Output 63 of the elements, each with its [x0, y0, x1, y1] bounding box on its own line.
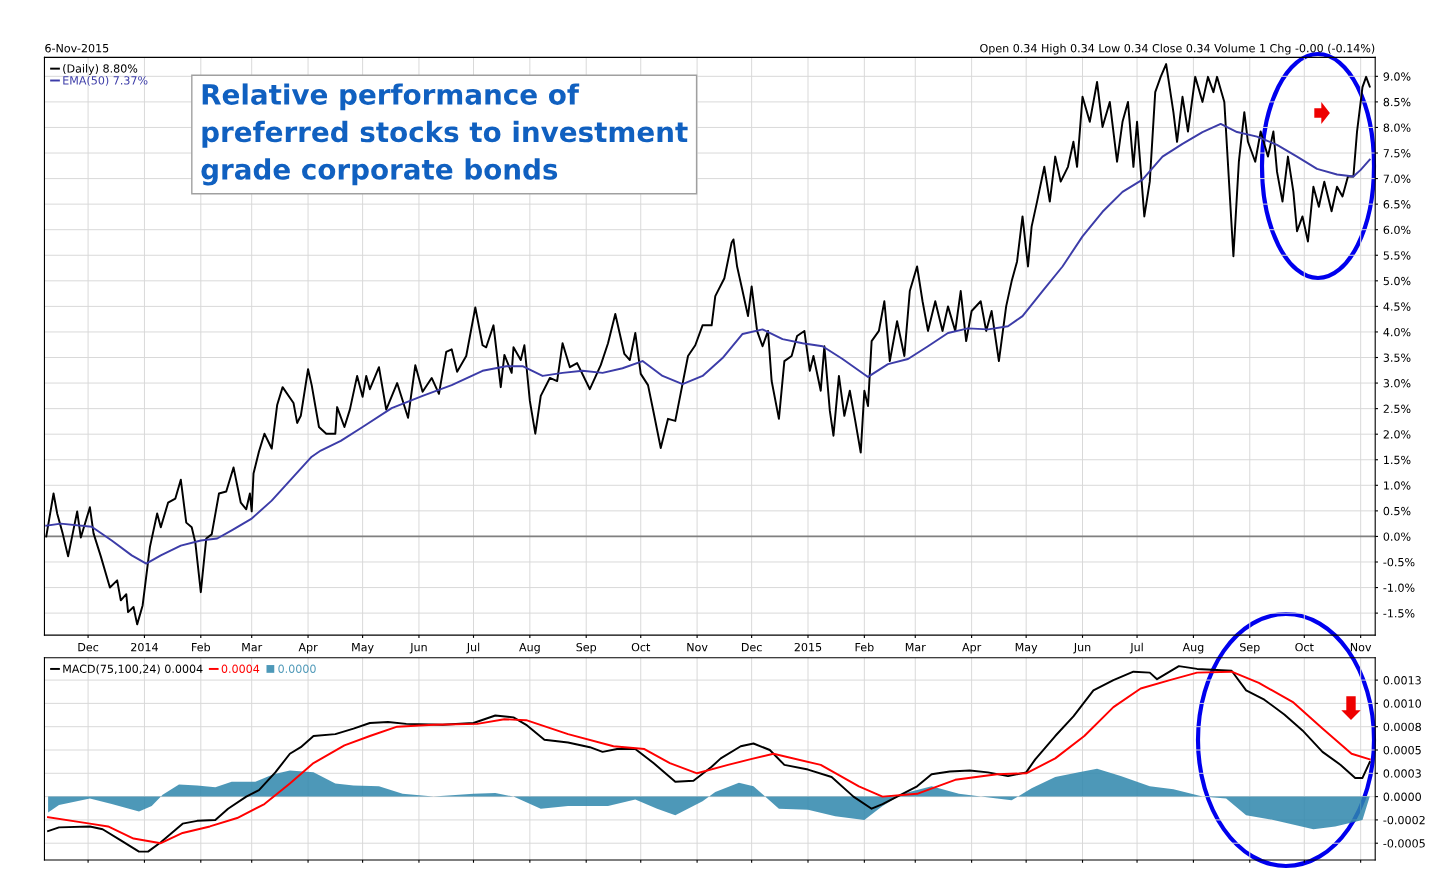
- x-tick-label: Nov: [687, 643, 708, 652]
- x-tick-label: Jun: [409, 643, 427, 654]
- x-tick-label: Aug: [519, 643, 540, 654]
- y-tick-label: 9.0%: [1383, 72, 1411, 81]
- y-tick-label: 0.0%: [1383, 532, 1411, 541]
- x-tick-label: Dec: [741, 643, 762, 652]
- y-tick-label: 0.0008: [1383, 722, 1421, 732]
- y-tick-label: 7.5%: [1383, 148, 1411, 158]
- y-tick-label: 4.0%: [1383, 327, 1411, 337]
- y-tick-label: 0.0005: [1383, 745, 1421, 755]
- y-tick-label: 3.0%: [1383, 379, 1411, 388]
- x-tick-label: Oct: [631, 642, 651, 652]
- x-tick-label: Mar: [905, 643, 926, 652]
- y-tick-label: 6.5%: [1383, 200, 1411, 209]
- legend-label: (Daily) 8.80%: [63, 64, 138, 75]
- x-tick-label: 2015: [794, 642, 822, 652]
- x-tick-label: Sep: [576, 642, 597, 654]
- annotation: Relative performance of preferred stocks to investment grade corporate bonds: [201, 83, 688, 186]
- x-tick-label: Nov: [1350, 643, 1372, 652]
- x-tick-label: Jun: [1073, 643, 1091, 654]
- line-series: [45, 122, 1371, 565]
- legend-label: MACD(75,100,24) 0.0004: [63, 664, 203, 675]
- x-tick-label: Oct: [1295, 642, 1314, 652]
- x-tick-label: Sep: [1240, 642, 1260, 654]
- y-tick-label: 2.0%: [1383, 430, 1411, 439]
- legend-label: 0.0004: [221, 664, 260, 673]
- x-tick-label: Apr: [298, 643, 318, 654]
- x-tick-label: Jul: [1129, 642, 1143, 654]
- x-tick-label: Dec: [78, 643, 99, 652]
- y-tick-label: 8.5%: [1383, 97, 1411, 107]
- y-tick-label: -1.5%: [1383, 609, 1415, 618]
- y-tick-label: 0.0010: [1383, 699, 1421, 708]
- y-tick-label: 3.5%: [1383, 353, 1411, 362]
- y-tick-label: -0.0002: [1383, 815, 1425, 825]
- y-tick-label: 7.0%: [1383, 174, 1411, 183]
- y-tick-label: 5.0%: [1383, 276, 1411, 286]
- x-tick-label: Aug: [1182, 643, 1204, 654]
- y-tick-label: 8.0%: [1383, 123, 1411, 132]
- y-tick-label: -0.0005: [1383, 839, 1425, 848]
- x-tick-label: 2014: [131, 642, 158, 652]
- x-tick-label: Jul: [466, 642, 480, 654]
- y-tick-label: 1.5%: [1384, 455, 1411, 465]
- y-tick-label: 0.0000: [1383, 792, 1421, 801]
- y-tick-label: 6.0%: [1383, 225, 1411, 235]
- x-tick-label: Apr: [962, 643, 982, 654]
- y-tick-label: 0.5%: [1383, 506, 1411, 516]
- chart-subtitle: 6-Nov-2015: [45, 43, 109, 53]
- legend-label: EMA(50) 7.37%: [63, 75, 148, 86]
- y-tick-label: 4.5%: [1383, 302, 1411, 311]
- y-tick-label: -0.5%: [1383, 557, 1415, 567]
- x-tick-label: May: [352, 643, 374, 654]
- y-tick-label: 0.0013: [1383, 676, 1421, 685]
- x-tick-label: Feb: [192, 642, 211, 652]
- x-tick-label: Mar: [242, 643, 263, 652]
- text: Open 0.34 High 0.34 Low 0.34 Close 0.34 Volume 1 Chg -0.00 (-0.14%): [980, 43, 1375, 55]
- legend-label: 0.0000: [278, 664, 316, 673]
- y-tick-label: 2.5%: [1383, 404, 1411, 414]
- y-tick-label: -1.0%: [1383, 583, 1415, 592]
- y-tick-label: 5.5%: [1383, 251, 1411, 260]
- y-tick-label: 0.0003: [1383, 769, 1421, 778]
- x-tick-label: May: [1015, 643, 1038, 654]
- y-tick-label: 1.0%: [1384, 481, 1411, 490]
- x-tick-label: Feb: [855, 642, 874, 652]
